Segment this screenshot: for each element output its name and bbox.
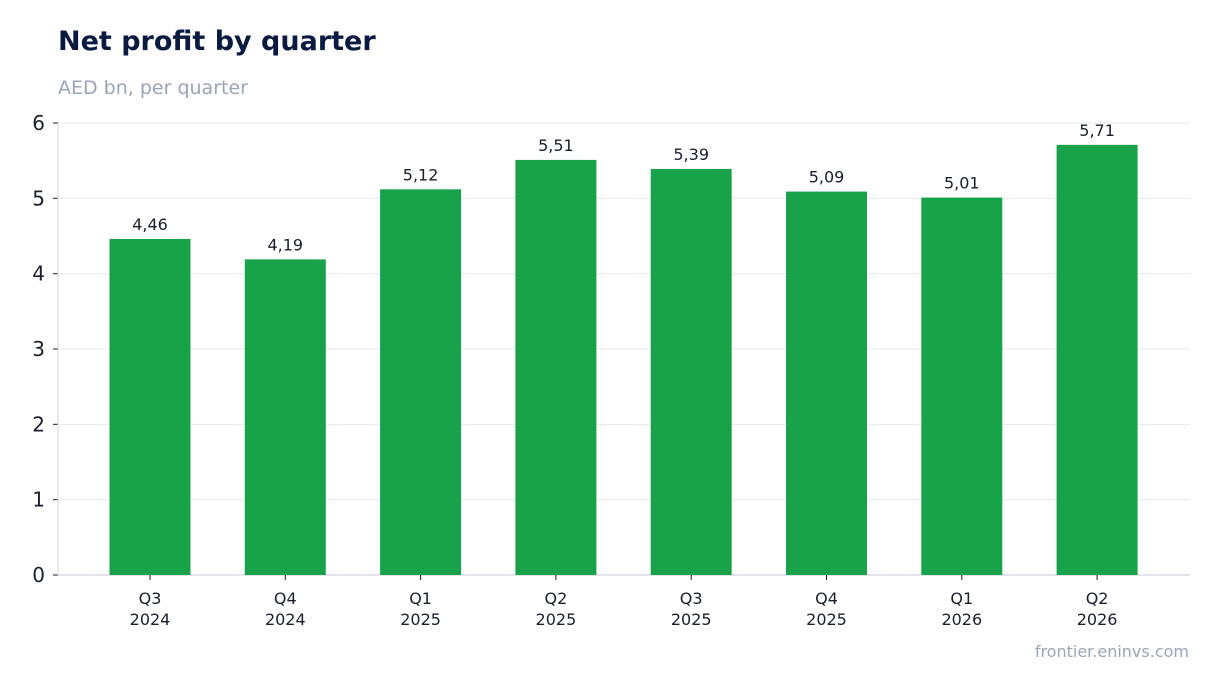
chart-title: Net profit by quarter (58, 26, 376, 57)
x-tick-label: 2024 (130, 610, 171, 629)
bar (244, 259, 326, 575)
y-tick-label: 2 (32, 412, 45, 436)
x-tick-label: 2025 (400, 610, 441, 629)
x-tick-label: Q3 (139, 589, 162, 608)
x-tick-label: Q1 (950, 589, 973, 608)
x-tick-label: Q1 (409, 589, 432, 608)
x-tick-label: Q2 (545, 589, 568, 608)
y-tick-label: 1 (32, 488, 45, 512)
y-tick-label: 3 (32, 337, 45, 361)
data-label: 5,09 (809, 168, 845, 187)
data-label: 5,12 (403, 165, 439, 184)
data-label: 5,39 (673, 145, 709, 164)
y-tick-label: 0 (32, 563, 45, 587)
x-tick-label: 2025 (806, 610, 847, 629)
x-tick-label: 2026 (941, 610, 982, 629)
bar (380, 189, 462, 575)
x-tick-label: 2026 (1077, 610, 1118, 629)
bar (786, 191, 867, 575)
y-tick-label: 6 (32, 111, 45, 135)
bar (921, 197, 1003, 575)
x-tick-label: Q4 (815, 589, 838, 608)
data-label: 4,46 (132, 215, 168, 234)
chart-subtitle: AED bn, per quarter (58, 77, 248, 99)
bar (515, 159, 597, 575)
x-tick-label: Q4 (274, 589, 297, 608)
x-tick-label: Q3 (680, 589, 703, 608)
bar (109, 239, 191, 575)
bar (650, 168, 732, 575)
data-label: 4,19 (267, 235, 303, 254)
y-tick-label: 4 (32, 262, 45, 286)
source-label: frontier.eninvs.com (1034, 642, 1189, 661)
x-tick-label: Q2 (1086, 589, 1109, 608)
data-label: 5,71 (1079, 121, 1115, 140)
y-tick-label: 5 (32, 186, 45, 210)
x-tick-label: 2024 (265, 610, 306, 629)
bar (1056, 144, 1138, 575)
x-tick-label: 2025 (671, 610, 712, 629)
data-label: 5,51 (538, 136, 574, 155)
data-label: 5,01 (944, 174, 980, 193)
x-tick-label: 2025 (536, 610, 577, 629)
